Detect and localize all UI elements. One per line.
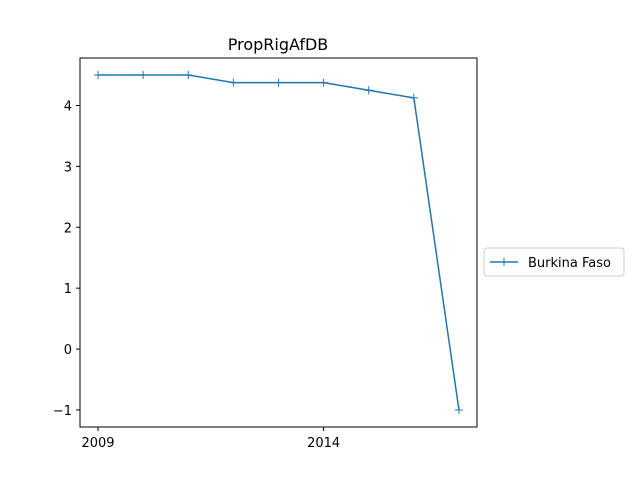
x-tick-label: 2009 <box>81 436 114 451</box>
y-tick-label: 2 <box>64 221 72 236</box>
y-tick-label: −1 <box>53 404 72 419</box>
x-tick-label: 2014 <box>307 436 340 451</box>
plot-area: −1 0 1 2 3 4 2009 2014 <box>53 57 478 451</box>
data-point-marker <box>364 86 373 95</box>
data-point-marker <box>139 71 148 80</box>
y-tick-label: 3 <box>64 160 72 175</box>
y-tick-label: 0 <box>64 343 72 358</box>
data-point-marker <box>94 71 103 80</box>
legend-label: Burkina Faso <box>528 256 611 271</box>
legend-box <box>483 247 625 277</box>
data-point-marker <box>409 93 418 102</box>
axes-frame <box>79 57 478 428</box>
data-point-marker <box>274 78 283 87</box>
data-point-marker <box>454 405 463 414</box>
data-point-marker <box>319 78 328 87</box>
chart-title: PropRigAfDB <box>228 35 329 54</box>
data-point-marker <box>229 78 238 87</box>
y-tick-label: 4 <box>64 99 72 114</box>
legend: Burkina Faso <box>483 247 625 277</box>
data-point-marker <box>184 71 193 80</box>
y-tick-label: 1 <box>64 282 72 297</box>
legend-marker <box>500 258 508 266</box>
